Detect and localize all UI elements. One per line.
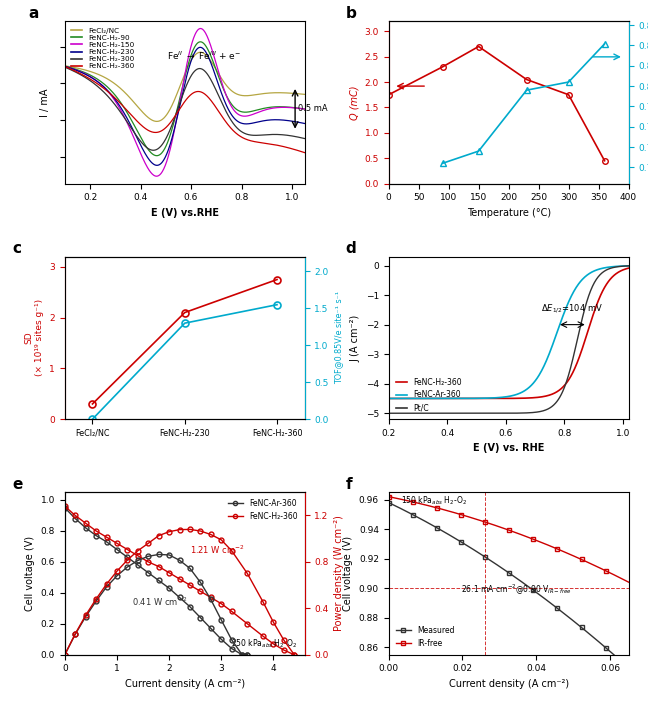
Y-axis label: Q (mC): Q (mC) [349,85,359,120]
Legend: Measured, IR-free: Measured, IR-free [393,623,457,651]
X-axis label: E (V) vs.RHE: E (V) vs.RHE [151,208,219,218]
Text: 0.5 mA: 0.5 mA [297,104,327,113]
Text: $\Delta E_{1/2}$=104 mV: $\Delta E_{1/2}$=104 mV [541,303,603,315]
Legend: FeCl₂/NC, FeNC-H₂-90, FeNC-H₂-150, FeNC-H₂-230, FeNC-H₂-300, FeNC-H₂-360: FeCl₂/NC, FeNC-H₂-90, FeNC-H₂-150, FeNC-… [69,25,137,73]
Text: 150 kPa$_{abs}$ H$_2$-O$_2$: 150 kPa$_{abs}$ H$_2$-O$_2$ [400,495,467,507]
Text: 26.1 mA cm$^{-2}$@0.90 V$_{IR-free}$: 26.1 mA cm$^{-2}$@0.90 V$_{IR-free}$ [461,583,572,597]
X-axis label: Current density (A cm⁻²): Current density (A cm⁻²) [124,679,245,689]
Y-axis label: Cell voltage (V): Cell voltage (V) [343,536,353,611]
Y-axis label: TOF@0.85V/e site⁻¹ s⁻¹: TOF@0.85V/e site⁻¹ s⁻¹ [334,291,343,384]
Y-axis label: SD
(× 10¹⁹ sites g⁻¹): SD (× 10¹⁹ sites g⁻¹) [25,299,44,377]
Y-axis label: J (A cm⁻²): J (A cm⁻²) [350,314,360,362]
Text: 0.41 W cm$^{-2}$: 0.41 W cm$^{-2}$ [132,596,187,608]
Y-axis label: I / mA: I / mA [40,88,49,117]
Text: b: b [345,6,356,21]
Y-axis label: Cell voltage (V): Cell voltage (V) [25,536,35,611]
Text: f: f [345,477,352,492]
Text: e: e [12,477,23,492]
Text: c: c [12,241,21,256]
Text: d: d [345,241,356,256]
Legend: FeNC-Ar-360, FeNC-H₂-360: FeNC-Ar-360, FeNC-H₂-360 [225,496,301,524]
Text: a: a [29,6,39,21]
Legend: FeNC-H₂-360, FeNC-Ar-360, Pt/C: FeNC-H₂-360, FeNC-Ar-360, Pt/C [393,375,465,415]
X-axis label: Current density (A cm⁻²): Current density (A cm⁻²) [448,679,569,689]
Text: 1.21 W cm$^{-2}$: 1.21 W cm$^{-2}$ [190,543,244,556]
Text: Fe$^{II}$ $\rightarrow$ Fe$^{III}$ + e$^{-}$: Fe$^{II}$ $\rightarrow$ Fe$^{III}$ + e$^… [167,50,241,62]
Y-axis label: Power density (W cm⁻²): Power density (W cm⁻²) [334,515,344,631]
X-axis label: E (V) vs. RHE: E (V) vs. RHE [473,444,544,453]
Text: 250 kPa$_{abs}$ H$_2$-O$_2$: 250 kPa$_{abs}$ H$_2$-O$_2$ [231,638,297,650]
X-axis label: Temperature (°C): Temperature (°C) [467,208,551,218]
